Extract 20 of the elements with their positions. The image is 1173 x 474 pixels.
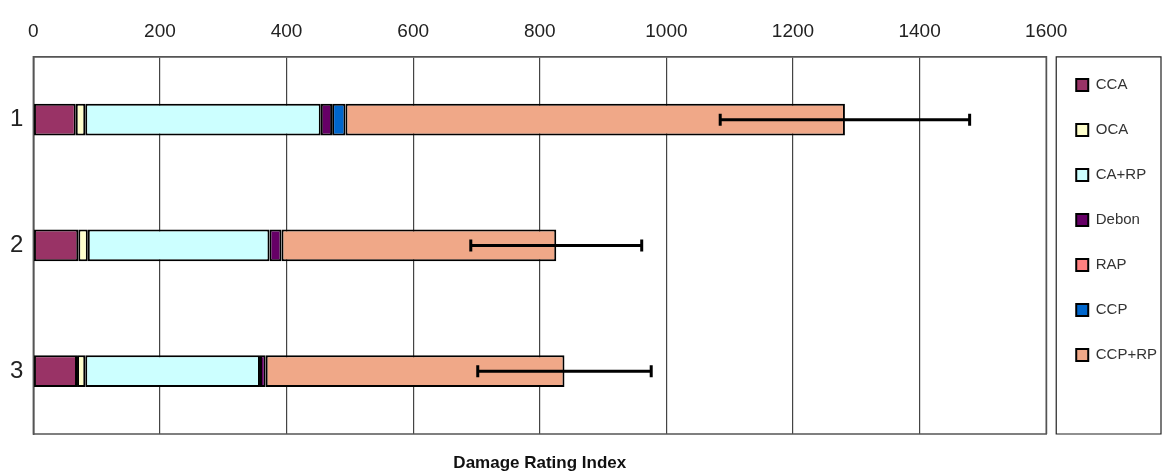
y-tick-label: 3 [9, 355, 24, 383]
x-tick-label: 1200 [771, 19, 815, 41]
x-tick-label: 600 [397, 19, 430, 41]
legend-label: CCA [1095, 75, 1128, 93]
legend-label: CA+RP [1095, 165, 1147, 183]
x-tick-label: 800 [523, 19, 556, 41]
x-tick-label: 0 [28, 19, 39, 41]
legend-label: CCP [1095, 300, 1128, 318]
x-tick-label: 1000 [645, 19, 688, 41]
y-tick-label: 1 [9, 104, 24, 132]
legend-label: RAP [1095, 255, 1127, 273]
legend-label: Debon [1095, 210, 1140, 228]
y-tick-label: 2 [9, 230, 24, 258]
x-axis-title: Damage Rating Index [453, 453, 627, 473]
x-tick-label: 400 [270, 19, 303, 41]
x-tick-label: 1400 [898, 19, 941, 41]
legend-label: OCA [1095, 120, 1129, 138]
x-tick-label: 200 [144, 19, 176, 41]
legend-label: CCP+RP [1095, 345, 1158, 363]
x-tick-label: 1600 [1025, 19, 1068, 41]
